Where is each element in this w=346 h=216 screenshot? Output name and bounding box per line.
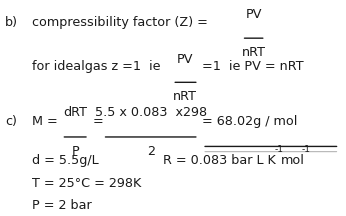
- Text: nRT: nRT: [173, 90, 197, 103]
- Text: =1  ie PV = nRT: =1 ie PV = nRT: [202, 60, 304, 73]
- Text: b): b): [5, 16, 18, 29]
- Text: mol: mol: [281, 154, 305, 167]
- Text: 5.5 x 0.083  x298: 5.5 x 0.083 x298: [94, 106, 207, 119]
- Text: M =: M =: [32, 115, 58, 128]
- Text: =: =: [92, 115, 103, 128]
- Text: 2: 2: [147, 145, 155, 158]
- Text: T = 25°C = 298K: T = 25°C = 298K: [32, 177, 142, 190]
- Text: P: P: [71, 145, 79, 158]
- Text: c): c): [5, 115, 17, 128]
- Text: R = 0.083 bar L K: R = 0.083 bar L K: [163, 154, 275, 167]
- Text: -1: -1: [274, 145, 283, 154]
- Text: dRT: dRT: [63, 106, 87, 119]
- Text: nRT: nRT: [242, 46, 266, 59]
- Text: d = 5.5g/L: d = 5.5g/L: [32, 154, 99, 167]
- Text: = 68.02g / mol: = 68.02g / mol: [202, 115, 298, 128]
- Text: P = 2 bar: P = 2 bar: [32, 199, 92, 212]
- Text: for idealgas z =1  ie: for idealgas z =1 ie: [32, 60, 161, 73]
- Text: PV: PV: [177, 53, 193, 66]
- Text: PV: PV: [245, 8, 262, 21]
- Text: -1: -1: [302, 145, 311, 154]
- Text: compressibility factor (Z) =: compressibility factor (Z) =: [32, 16, 208, 29]
